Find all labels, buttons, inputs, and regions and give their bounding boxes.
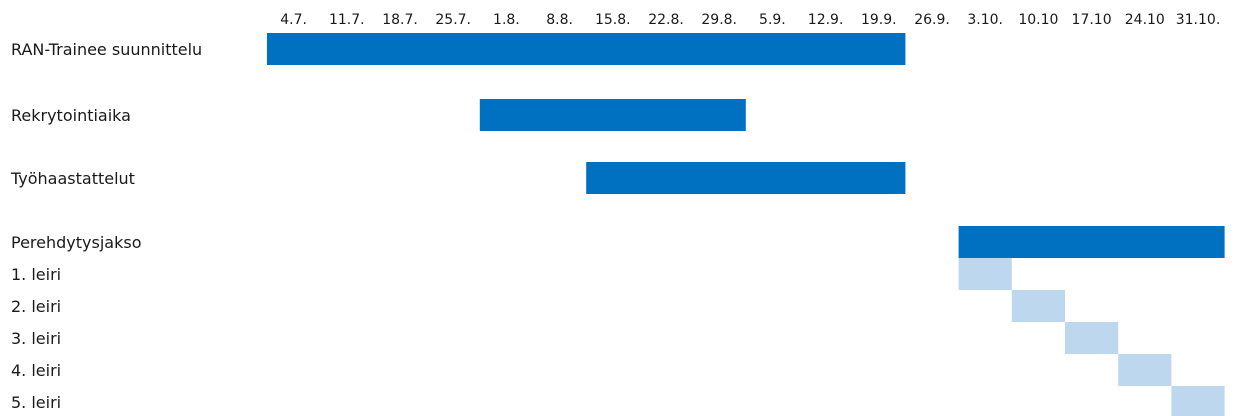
task-label-1: Rekrytointiaika [11, 106, 131, 125]
task-label-5: 2. leiri [11, 297, 61, 316]
task-label-4: 1. leiri [11, 265, 61, 284]
task-bar-5 [1011, 290, 1065, 322]
task-label-6: 3. leiri [11, 329, 61, 348]
column-label-16: 24.10 [1125, 12, 1165, 28]
column-label-9: 5.9. [759, 12, 786, 28]
column-label-11: 19.9. [861, 12, 897, 28]
column-label-1: 11.7. [329, 12, 365, 28]
task-bar-1 [479, 99, 746, 131]
task-bar-6 [1065, 322, 1119, 354]
column-label-10: 12.9. [808, 12, 844, 28]
column-label-3: 25.7. [435, 12, 471, 28]
column-label-5: 8.8. [546, 12, 573, 28]
task-label-8: 5. leiri [11, 393, 61, 412]
column-label-7: 22.8. [648, 12, 684, 28]
task-label-7: 4. leiri [11, 361, 61, 380]
column-label-8: 29.8. [701, 12, 737, 28]
task-bar-7 [1118, 354, 1172, 386]
column-label-17: 31.10. [1176, 12, 1221, 28]
gantt-bars [267, 33, 1225, 416]
task-label-0: RAN-Trainee suunnittelu [11, 40, 202, 59]
column-label-4: 1.8. [493, 12, 520, 28]
column-label-6: 15.8. [595, 12, 631, 28]
column-label-12: 26.9. [914, 12, 950, 28]
column-label-2: 18.7. [382, 12, 418, 28]
task-label-2: Työhaastattelut [10, 169, 135, 188]
column-label-14: 10.10 [1018, 12, 1058, 28]
task-labels: RAN-Trainee suunnittelu Rekrytointiaika Ty… [10, 40, 202, 412]
task-bar-8 [1171, 386, 1225, 416]
column-label-0: 4.7. [280, 12, 307, 28]
task-bar-4 [958, 258, 1012, 290]
column-header-labels: 4.7. 11.7. 18.7. 25.7. 1.8. 8.8. 15.8. 22.8. 29.… [280, 12, 1220, 28]
task-bar-3 [958, 226, 1225, 258]
task-bar-0 [267, 33, 906, 65]
task-label-3: Perehdytysjakso [11, 233, 141, 252]
column-label-15: 17.10 [1072, 12, 1112, 28]
column-label-13: 3.10. [967, 12, 1003, 28]
task-bar-2 [586, 162, 906, 194]
